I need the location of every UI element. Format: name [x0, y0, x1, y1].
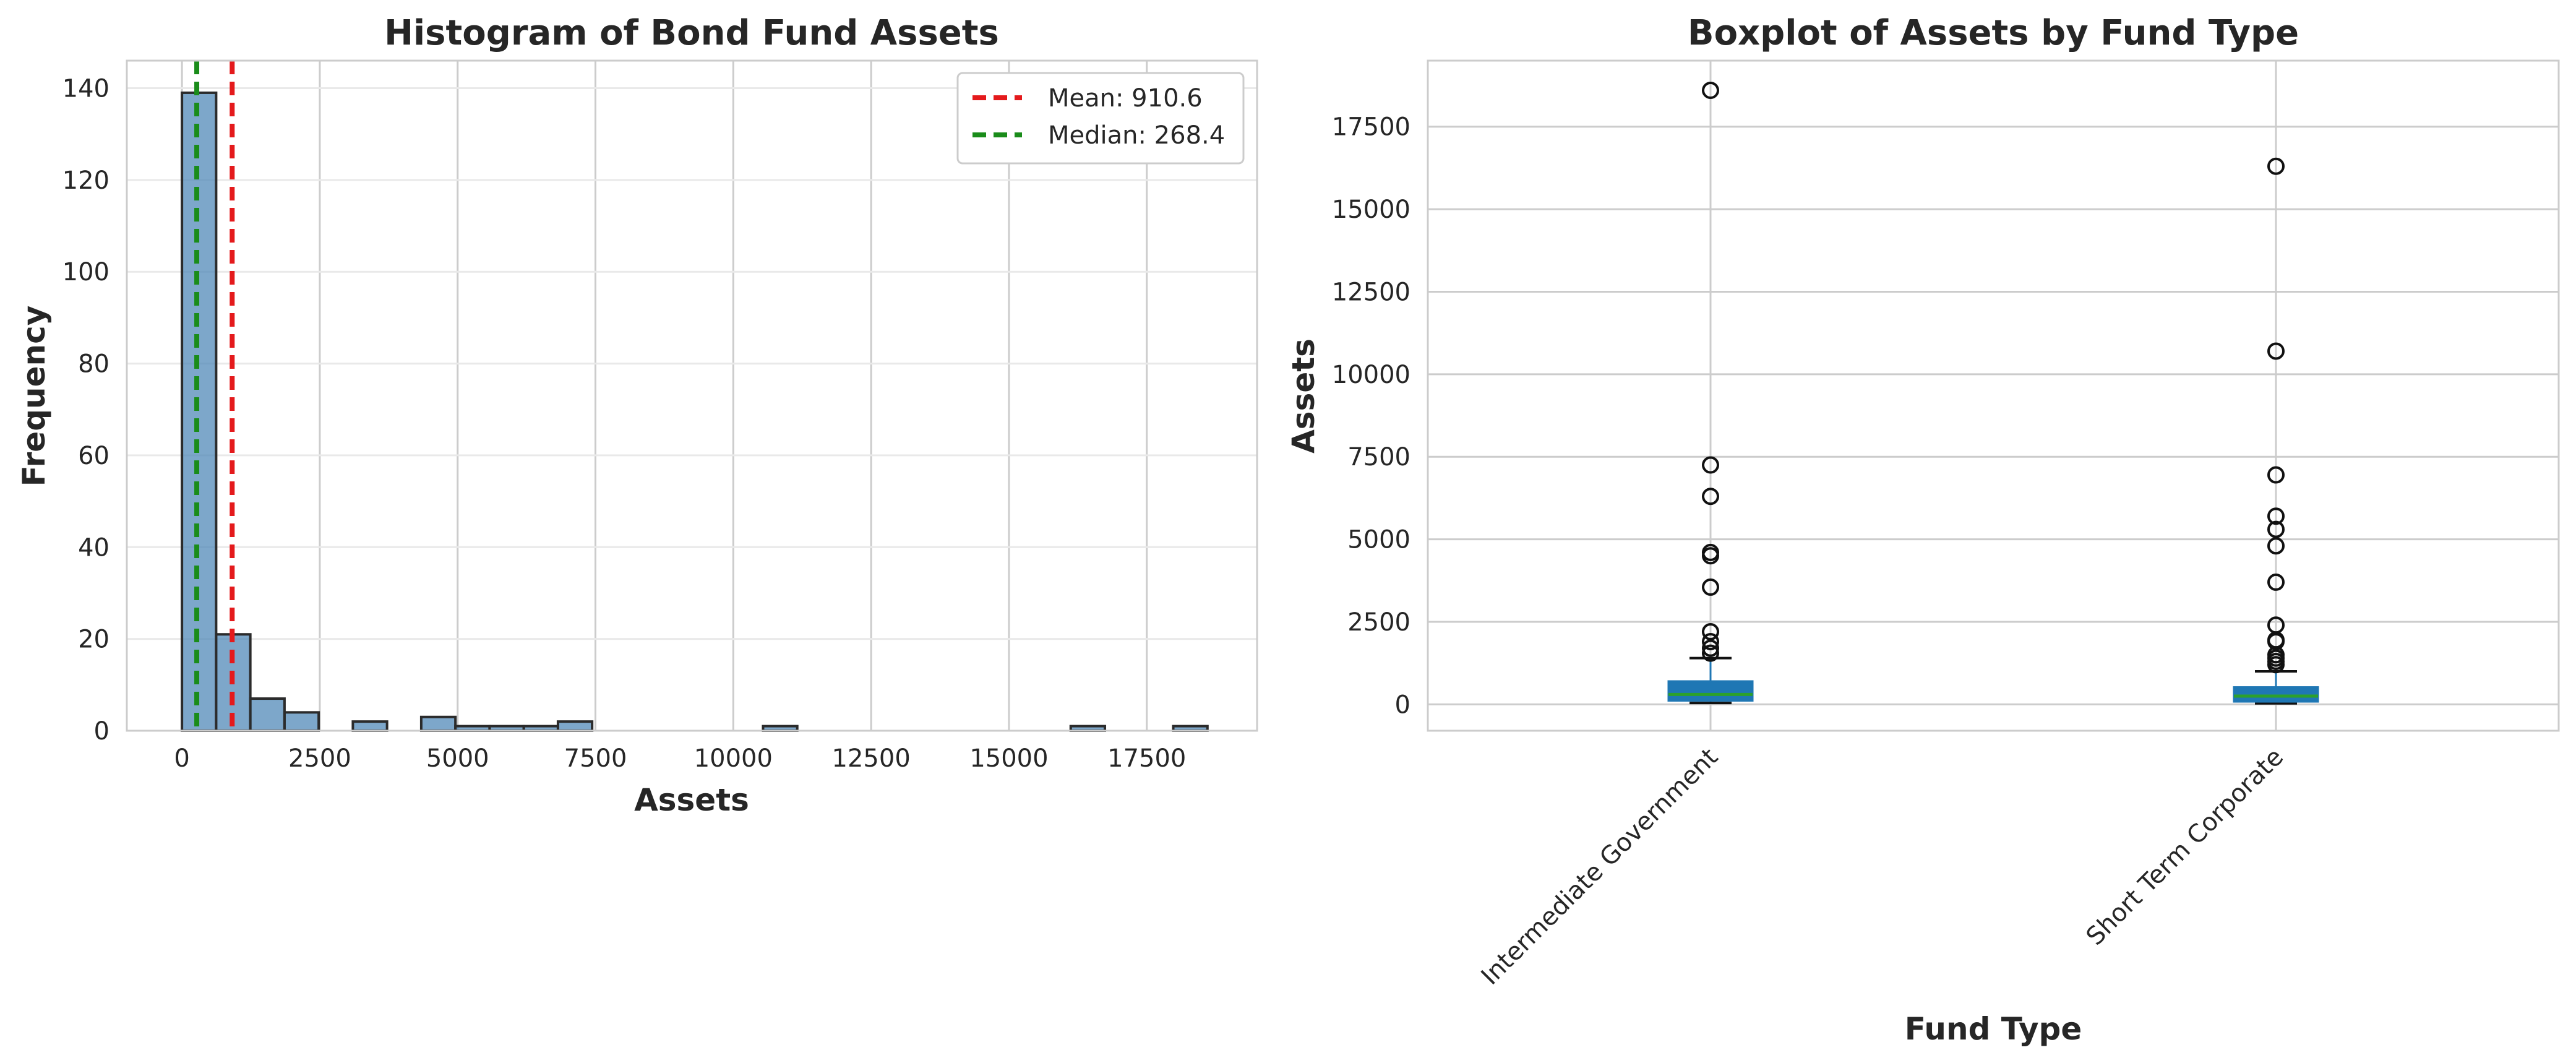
boxplot-y-tick-label: 10000 [1332, 361, 1410, 389]
histogram-bar [249, 697, 286, 732]
histogram-bar [351, 720, 389, 733]
outlier-point [1702, 547, 1719, 565]
legend-mean-label: Mean: 910.6 [1048, 84, 1203, 113]
outlier-point [2267, 537, 2285, 555]
histogram-y-tick-label: 0 [94, 717, 109, 746]
histogram-title: Histogram of Bond Fund Assets [384, 13, 999, 53]
boxplot-y-tick-label: 2500 [1347, 608, 1410, 637]
histogram-x-ticks: 0 2500 5000 7500 10000 12500 15000 17500 [174, 744, 1186, 773]
histogram-x-tick-label: 12500 [832, 744, 911, 773]
outlier-point [1702, 644, 1719, 662]
histogram-y-tick-label: 140 [62, 75, 109, 103]
histogram-x-tick-label: 15000 [969, 744, 1048, 773]
histogram-x-tick-label: 0 [174, 744, 189, 773]
boxplot-marks [1667, 82, 2319, 705]
histogram-x-tick-label: 5000 [426, 744, 489, 773]
histogram-grid [127, 61, 1257, 732]
histogram-y-ticks: 0 20 40 60 80 100 120 140 [62, 75, 109, 746]
outlier-point [1702, 578, 1719, 596]
outlier-point [1702, 82, 1719, 100]
histogram-y-tick-label: 80 [78, 350, 109, 379]
outlier-point [2267, 507, 2285, 525]
boxplot-plot-frame [1427, 59, 2560, 732]
outlier-point [2267, 656, 2285, 674]
histogram-y-axis-label: Frequency [16, 306, 52, 487]
histogram-panel: 0 2500 5000 7500 10000 12500 15000 17500 0 20 40 6… [16, 13, 1258, 818]
outlier-point [2267, 632, 2285, 650]
histogram-bar [283, 711, 320, 732]
histogram-x-tick-label: 17500 [1107, 744, 1186, 773]
box [2233, 686, 2319, 703]
histogram-bar [419, 715, 457, 733]
outlier-point [1702, 456, 1719, 474]
boxplot-y-tick-label: 17500 [1332, 113, 1410, 142]
boxplot-y-tick-label: 7500 [1347, 443, 1410, 471]
boxplot-y-tick-label: 15000 [1332, 196, 1410, 224]
boxplot-y-ticks: 0 2500 5000 7500 10000 12500 15000 17500 [1332, 113, 1410, 720]
outlier-point [2267, 466, 2285, 484]
histogram-x-tick-label: 7500 [564, 744, 627, 773]
histogram-legend: Mean: 910.6 Median: 268.4 [956, 72, 1245, 165]
histogram-y-tick-label: 40 [78, 533, 109, 562]
histogram-bar [556, 720, 594, 733]
histogram-plot-frame [126, 59, 1258, 732]
boxplot-y-tick-label: 12500 [1332, 278, 1410, 306]
boxplot-y-tick-label: 0 [1395, 691, 1410, 719]
histogram-x-tick-label: 2500 [288, 744, 351, 773]
outlier-point [1702, 488, 1719, 506]
histogram-x-tick-label: 10000 [694, 744, 773, 773]
boxplot-grid [1428, 61, 2559, 731]
histogram-x-axis-label: Assets [634, 782, 749, 818]
outlier-point [2267, 157, 2285, 175]
outlier-point [2267, 342, 2285, 360]
outlier-point [2267, 520, 2285, 538]
outlier-point [1702, 632, 1719, 650]
box [1667, 680, 1754, 702]
outlier-point [1702, 622, 1719, 640]
histogram-y-tick-label: 120 [62, 166, 109, 195]
legend-median-label: Median: 268.4 [1048, 121, 1225, 150]
boxplot-title: Boxplot of Assets by Fund Type [1688, 13, 2299, 53]
histogram-reference-lines [194, 61, 235, 731]
outlier-point [2267, 573, 2285, 591]
boxplot-y-tick-label: 5000 [1347, 526, 1410, 554]
boxplot-x-axis-label: Fund Type [1905, 1011, 2082, 1047]
outlier-point [1702, 639, 1719, 657]
histogram-y-tick-label: 100 [62, 258, 109, 286]
histogram-y-tick-label: 20 [78, 626, 109, 654]
boxplot-y-axis-label: Assets [1286, 338, 1321, 454]
histogram-y-tick-label: 60 [78, 442, 109, 470]
legend-box [956, 72, 1245, 165]
